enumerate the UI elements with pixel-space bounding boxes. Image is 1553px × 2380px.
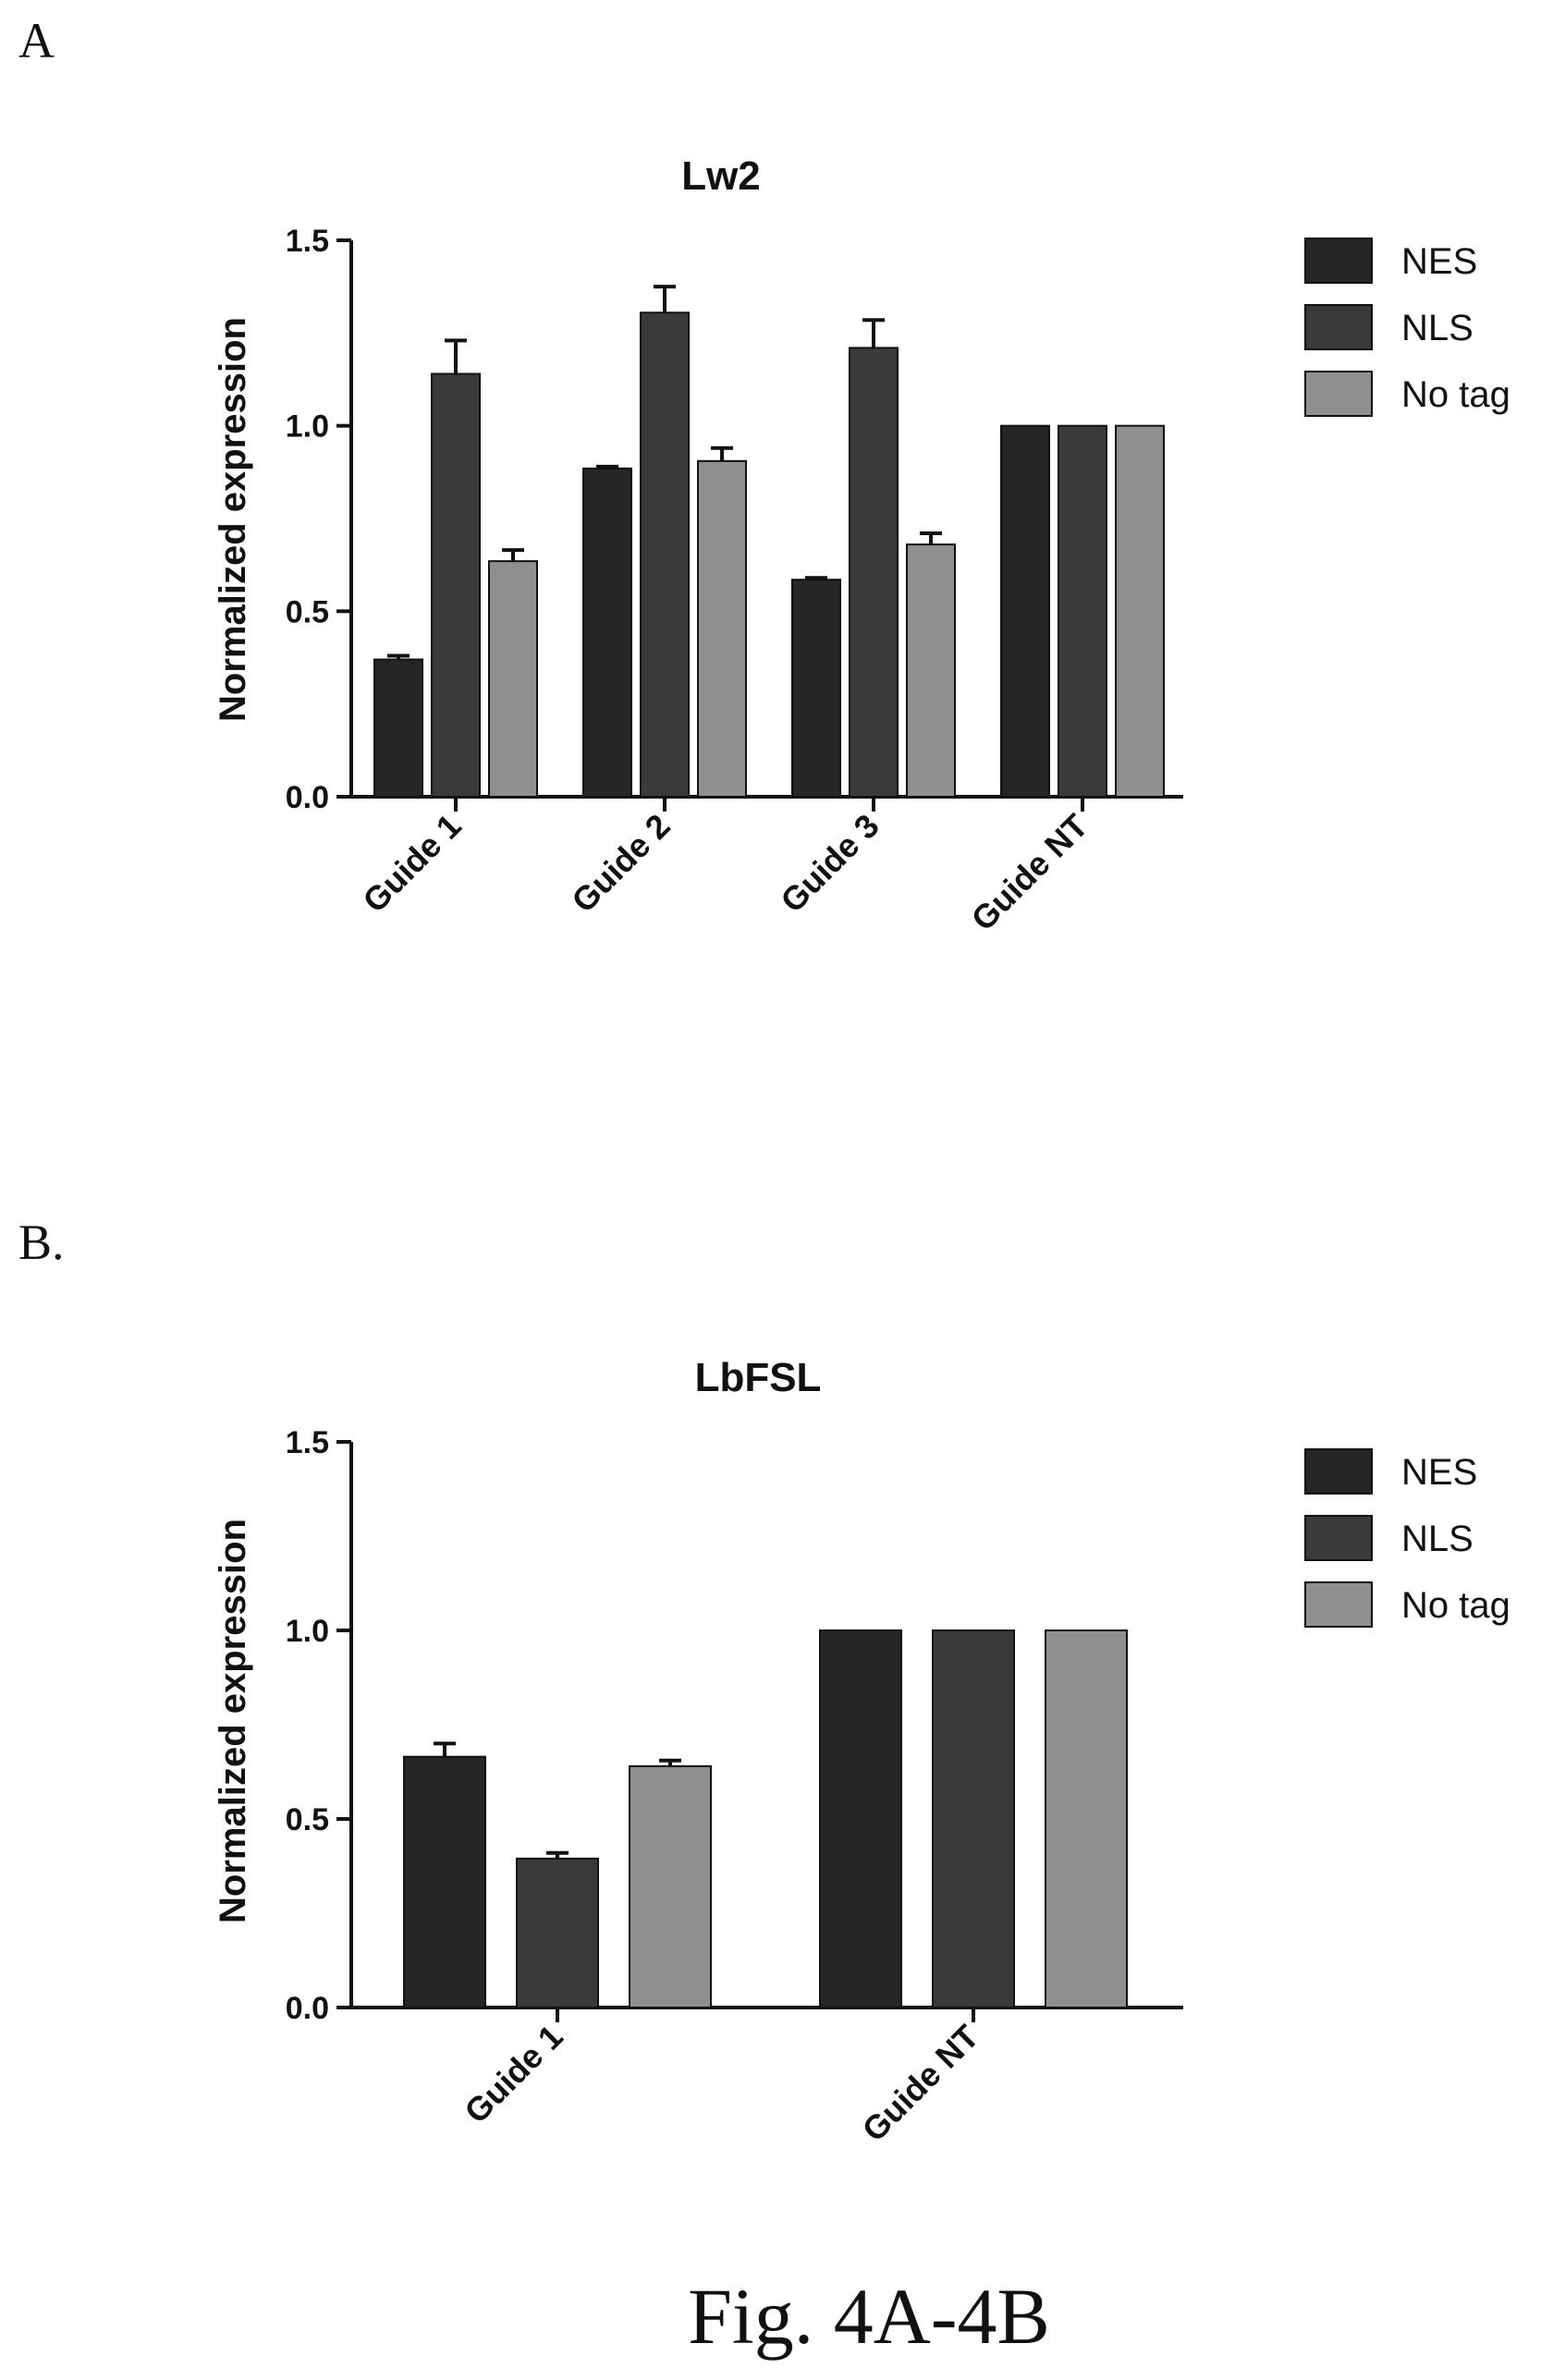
bar-nls-guide-1 [431, 372, 481, 798]
bar-no-tag-guide-1 [488, 560, 538, 798]
bar-nes-guide-2 [582, 467, 632, 798]
y-tick-label: 1.0 [286, 1614, 329, 1649]
x-tick-label: Guide 1 [457, 2018, 569, 2130]
bar-no-tag-guide-2 [697, 459, 747, 798]
bar-nls-guide-nt [1058, 424, 1107, 798]
y-axis-label-a: Normalized expression [213, 317, 253, 722]
legend-label-nls: NLS [1401, 308, 1474, 348]
bar-nes-guide-nt [1000, 424, 1050, 798]
x-tick-label: Guide NT [964, 807, 1095, 938]
bar-nls-guide-2 [640, 311, 690, 798]
panel-letter-b: B. [18, 1214, 65, 1270]
y-tick-label: 0.5 [286, 1802, 329, 1837]
bar-no-tag-guide-nt [1045, 1629, 1128, 2008]
bar-nls-guide-1 [516, 1857, 599, 2008]
legend-label-no-tag: No tag [1401, 1585, 1510, 1626]
bar-nes-guide-1 [373, 658, 423, 798]
legend-swatch-nls [1304, 1515, 1373, 1561]
plot-area-a: 0.0 0.5 1.0 1.5 Guide 1 Guide 2 Guide 3 Guide N… [286, 224, 1183, 938]
x-tick-label: Guide 3 [773, 807, 886, 920]
figure-caption: Fig. 4A-4B [688, 2272, 1050, 2361]
y-tick-label: 1.5 [286, 224, 329, 259]
legend-swatch-nes [1304, 238, 1373, 284]
y-tick-label: 0.0 [286, 780, 329, 815]
x-tick-label: Guide 1 [355, 807, 468, 920]
bar-nes-guide-3 [791, 579, 841, 798]
y-tick-label: 0.0 [286, 1991, 329, 2026]
x-tick-label: Guide 2 [564, 807, 677, 920]
chart-title-b: LbFSL [695, 1355, 822, 1400]
y-tick-label: 1.0 [286, 409, 329, 445]
legend-b: NES NLS No tag [1304, 1448, 1510, 1628]
bar-nls-guide-3 [849, 347, 899, 798]
legend-swatch-no-tag [1304, 1581, 1373, 1628]
bar-no-tag-guide-3 [906, 543, 956, 798]
y-tick-label: 0.5 [286, 594, 329, 629]
legend-label-nls: NLS [1401, 1519, 1474, 1559]
y-axis-label-b: Normalized expression [213, 1519, 253, 1923]
legend-label-no-tag: No tag [1401, 374, 1510, 415]
legend-label-nes: NES [1401, 1452, 1477, 1493]
chart-title-a: Lw2 [681, 153, 761, 199]
bar-no-tag-guide-1 [629, 1764, 712, 2008]
panel-a: A Lw2 Normalized expression 0.0 0.5 1.0 1.5… [18, 13, 1510, 938]
x-tick-label: Guide NT [855, 2018, 986, 2149]
legend-a: NES NLS No tag [1304, 238, 1510, 417]
bar-nls-guide-nt [932, 1629, 1015, 2008]
legend-swatch-nls [1304, 304, 1373, 350]
legend-label-nes: NES [1401, 241, 1477, 282]
legend-swatch-no-tag [1304, 371, 1373, 417]
bar-nes-guide-1 [403, 1755, 486, 2009]
bar-nes-guide-nt [819, 1629, 902, 2008]
panel-b: B. LbFSL Normalized expression 0.0 0.5 1.0… [18, 1214, 1510, 2149]
legend-swatch-nes [1304, 1448, 1373, 1495]
plot-area-b: 0.0 0.5 1.0 1.5 Guide 1 Guide NT [286, 1425, 1183, 2149]
panel-letter-a: A [18, 13, 55, 68]
bar-no-tag-guide-nt [1115, 424, 1165, 798]
y-tick-label: 1.5 [286, 1425, 329, 1460]
